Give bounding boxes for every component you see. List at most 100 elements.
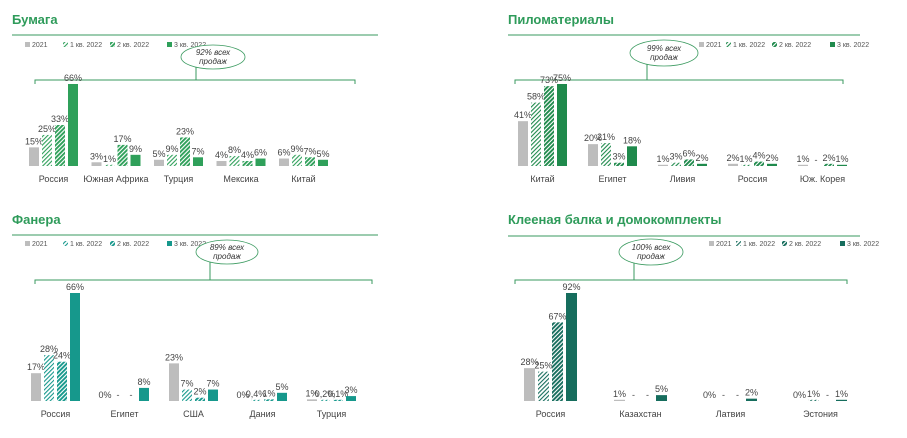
bar-value-label: 73% (540, 75, 558, 85)
bar-value-label: 17% (27, 362, 45, 372)
bar (728, 163, 738, 166)
bar (320, 399, 330, 401)
bar-value-label: 3% (669, 152, 682, 162)
bar (180, 137, 190, 166)
legend-label: 2021 (32, 241, 48, 248)
bar-value-label: - (736, 390, 739, 400)
bar-value-label: 41% (514, 110, 532, 120)
bar-value-label: 4% (752, 151, 765, 161)
category-label: Дания (250, 409, 276, 419)
bar-value-label: 9% (290, 144, 303, 154)
bar-value-label: 7% (180, 379, 193, 389)
category-label: Казахстан (619, 409, 661, 419)
bar (837, 164, 847, 166)
bar (518, 121, 528, 166)
bar (808, 399, 819, 401)
bar-value-label: 1% (835, 154, 848, 164)
callout-text: 99% всех (647, 44, 682, 53)
chart-paper: Бумага 2021 1 кв. 2022 2 кв. 2022 3 кв. 2022… (12, 12, 378, 184)
category-label: Турция (164, 174, 194, 184)
bar-value-label: 24% (53, 351, 71, 361)
bar (333, 399, 343, 401)
bar-value-label: 1% (739, 154, 752, 164)
bar (824, 163, 834, 166)
bar (216, 161, 227, 166)
category-label: Китай (291, 174, 315, 184)
bar-value-label: 66% (66, 282, 84, 292)
bar (242, 161, 253, 166)
legend-swatch (699, 42, 704, 47)
legend-label: 2 кв. 2022 (789, 241, 821, 248)
bar (255, 158, 266, 166)
bar (836, 399, 847, 401)
bar-value-label: 28% (40, 344, 58, 354)
bar-value-label: 0% (703, 390, 716, 400)
legend-swatch (840, 241, 845, 246)
bar-value-label: 23% (176, 126, 194, 136)
category-label: Эстония (803, 409, 838, 419)
share-bracket (34, 262, 373, 284)
bar-value-label: 2% (745, 388, 758, 398)
bar (292, 154, 302, 166)
category-label: США (183, 409, 204, 419)
bar-value-label: 2% (726, 153, 739, 163)
bar-value-label: 2% (193, 387, 206, 397)
bar (614, 162, 624, 166)
legend-label: 1 кв. 2022 (743, 241, 775, 248)
bar-value-label: 1% (835, 389, 848, 399)
bar-value-label: 67% (548, 311, 566, 321)
bar-value-label: 3% (344, 385, 357, 395)
category-label: Китай (530, 174, 554, 184)
bar (57, 361, 67, 401)
bar (767, 163, 777, 166)
legend-swatch (736, 241, 741, 246)
share-bracket (514, 263, 848, 284)
bar-value-label: 8% (137, 377, 150, 387)
bar-value-label: 28% (520, 357, 538, 367)
bar-value-label: 5% (655, 384, 668, 394)
category-label: Россия (39, 174, 69, 184)
bar (251, 399, 261, 401)
bar-value-label: 3% (612, 152, 625, 162)
category-label: Египет (598, 174, 626, 184)
chart-lumber: Пиломатериалы 2021 1 кв. 2022 2 кв. 2022 3 к… (508, 12, 869, 184)
bar (746, 398, 757, 401)
share-bracket (34, 67, 356, 84)
bar (798, 164, 808, 166)
bar-value-label: - (826, 390, 829, 400)
legend-label: 2 кв. 2022 (779, 42, 811, 49)
bar (55, 125, 65, 166)
bar (307, 399, 317, 401)
bar (601, 143, 611, 166)
bar-value-label: 1% (305, 388, 318, 398)
bar (29, 147, 39, 166)
bar (658, 164, 668, 166)
category-label: Ливия (670, 174, 696, 184)
category-label: Мексика (223, 174, 258, 184)
bar (91, 162, 102, 166)
legend-swatch (772, 42, 777, 47)
bar-value-label: 17% (113, 134, 131, 144)
bar-value-label: 6% (254, 148, 267, 158)
bar-value-label: 33% (51, 114, 69, 124)
category-label: Россия (738, 174, 768, 184)
bar-value-label: 0% (98, 390, 111, 400)
bar (538, 371, 549, 401)
bar (68, 84, 78, 166)
bar (346, 396, 356, 401)
bar-value-label: 1% (796, 154, 809, 164)
bar (671, 162, 681, 166)
legend-label: 3 кв. 2022 (847, 241, 879, 248)
bar-value-label: 4% (241, 150, 254, 160)
bar-value-label: 9% (165, 144, 178, 154)
bar (169, 363, 179, 401)
legend-label: 3 кв. 2022 (837, 42, 869, 49)
bar (44, 355, 54, 401)
bar-value-label: 21% (597, 132, 615, 142)
bar (31, 373, 41, 401)
bar-value-label: 5% (152, 149, 165, 159)
bar-value-label: - (130, 390, 133, 400)
